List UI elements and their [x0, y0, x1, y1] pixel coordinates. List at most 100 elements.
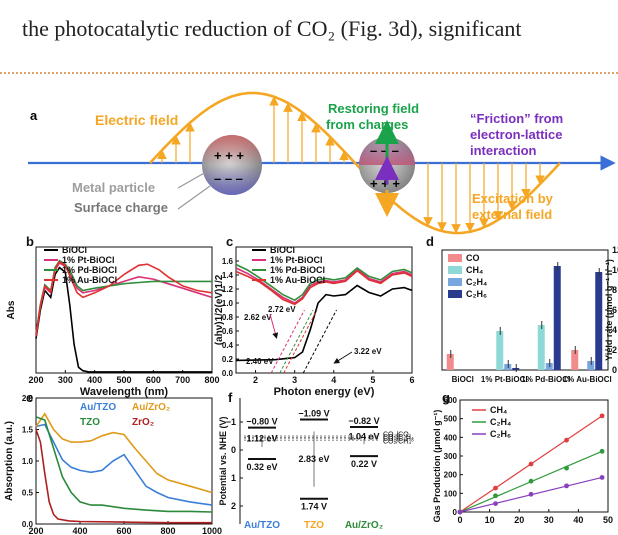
bar	[446, 354, 454, 370]
series-line	[35, 260, 213, 336]
leader-line	[177, 185, 211, 210]
data-point	[493, 501, 498, 506]
panel-b: 200 300 400 500 600 700 800 Wavelength (nm) Abs B…	[6, 234, 220, 398]
legend-entry: C₂H₄	[466, 277, 487, 287]
legend-swatch	[448, 290, 462, 298]
y-tick-label: 0.2	[222, 355, 234, 364]
data-point	[493, 485, 498, 491]
annotation: 2.72 eV	[268, 305, 296, 314]
y-tick-label: 8	[612, 285, 617, 295]
y-tick-label: 300	[444, 452, 458, 461]
y-tick-label: 400	[444, 433, 458, 442]
y-tick-label: 1	[231, 473, 236, 483]
x-tick-label: 2	[253, 375, 258, 385]
paper-text: the photocatalytic reduction of CO₂ (Fig…	[22, 16, 522, 41]
series-line	[35, 423, 213, 506]
data-point	[564, 465, 569, 471]
panel-b-label: b	[26, 234, 34, 249]
y-axis-label: Abs	[6, 300, 17, 319]
y-tick-label: 2.0	[22, 394, 34, 403]
legend-entry: BiOCl	[270, 245, 295, 255]
series-line	[235, 284, 413, 362]
plot-frame	[35, 397, 213, 525]
annotation: 3.22 eV	[354, 347, 382, 356]
minus-charge: – – –	[214, 171, 243, 186]
redox-label: CO₂/CH₄	[383, 438, 411, 445]
leader-line	[177, 171, 207, 189]
excitation-label-2: external field	[472, 207, 552, 222]
panel-d-label: d	[426, 234, 434, 249]
legend-entry: C₂H₄	[490, 417, 511, 427]
series-line	[235, 263, 413, 302]
legend-entry: C₂H₆	[466, 289, 487, 299]
y-tick-label: 1.2	[222, 285, 234, 294]
data-point	[528, 461, 534, 467]
y-tick-label: 600	[444, 396, 458, 405]
legend-entry: 1% Pd-BiOCl	[270, 265, 325, 275]
annotation-arrow	[269, 313, 279, 339]
legend-entry: 1% Au-BiOCl	[270, 275, 325, 285]
y-axis-label: Yield rate (μmol g⁻¹ h⁻¹)	[604, 259, 614, 361]
redox-label: CO₂/CO	[383, 432, 409, 439]
y-tick-label: 200	[444, 471, 458, 480]
legend-entry: CH₄	[490, 405, 507, 415]
friction-label-2: electron-lattice	[470, 127, 562, 142]
annotation: 2.40 eV	[246, 357, 274, 366]
legend-entry: 1% Au-BiOCl	[62, 275, 117, 285]
x-tick-label: 5	[370, 375, 375, 385]
y-tick-label: 12	[612, 245, 618, 255]
y-tick-label: 0.4	[222, 341, 234, 350]
annotation: 2.62 eV	[244, 313, 272, 322]
vb-value: 0.22 V	[351, 459, 377, 469]
bar	[496, 331, 504, 370]
panel-c-label: c	[226, 234, 233, 249]
y-tick-label: 0	[612, 365, 617, 375]
annotation-arrow	[333, 351, 353, 364]
field-arrows	[157, 95, 545, 234]
y-tick-label: 0.0	[22, 520, 34, 529]
material-label: Au/ZrO₂	[345, 520, 383, 531]
gap-value: 2.83 eV	[298, 454, 329, 464]
x-axis-label: Photon energy (eV)	[274, 386, 375, 398]
y-axis-label: Absorption (a.u.)	[4, 421, 15, 501]
surface-charge-label: Surface charge	[74, 200, 168, 215]
bar	[553, 266, 561, 370]
y-tick-label: 4	[612, 325, 617, 335]
x-tick-label: 200	[28, 526, 43, 535]
legend-entry: 1% Pt-BiOCl	[62, 255, 115, 265]
series-label: Au/ZrO₂	[132, 402, 170, 413]
legend-entry: 1% Pt-BiOCl	[270, 255, 323, 265]
metal-particle-left: + + + – – –	[202, 135, 262, 195]
plot-frame	[459, 399, 609, 513]
x-tick-label: 3	[292, 375, 297, 385]
data-point	[457, 509, 463, 515]
restoring-label-2: from charges	[326, 117, 408, 132]
electric-field-wave	[149, 91, 561, 235]
x-tick-label: 700	[175, 375, 190, 385]
panel-c: 2 3 4 5 6 0.0 0.2 0.4 0.6 0.8 1.0 1.2 1.4 1.6 Photon e…	[214, 234, 415, 398]
y-tick-label: 0.6	[222, 327, 234, 336]
y-tick-label: 1.4	[222, 271, 234, 280]
data-point	[493, 493, 498, 499]
y-tick-label: 2	[231, 501, 236, 511]
y-tick-label: 0	[231, 445, 236, 455]
bar	[571, 350, 579, 370]
cb-value: −1.09 V	[298, 408, 329, 418]
gap-value: 1.04 eV	[348, 432, 379, 442]
tangent-line	[279, 309, 314, 374]
x-tick-label: 30	[544, 515, 554, 525]
legend-entry: CO	[466, 253, 480, 263]
x-tick-label: 400	[72, 526, 87, 535]
cb-value: −0.80 V	[246, 417, 277, 427]
x-tick-label: 200	[28, 375, 43, 385]
x-tick-label: 4	[331, 375, 336, 385]
category-label: 1% Pt-BiOCl	[481, 375, 528, 384]
vb-value: 0.32 eV	[246, 462, 277, 472]
tangent-line	[302, 309, 337, 374]
y-tick-label: 1.5	[22, 426, 34, 435]
plus-charge: + + +	[214, 148, 244, 163]
panel-f-label: f	[228, 390, 233, 405]
